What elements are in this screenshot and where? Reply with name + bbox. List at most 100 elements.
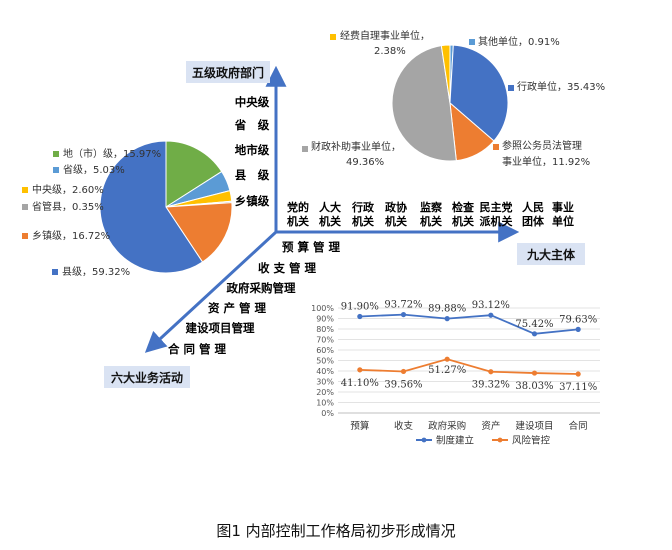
- data-label: 39.32%: [472, 380, 510, 391]
- y-tick-label: 20%: [316, 388, 334, 397]
- y-tick-label: 40%: [316, 367, 334, 376]
- pie2-legend-swatch: [469, 39, 475, 45]
- data-label: 37.11%: [559, 382, 597, 393]
- series-point: [575, 326, 581, 332]
- pie1-data-label: 地（市）级，15.97%: [63, 147, 161, 160]
- x-tick-label: 预算: [350, 420, 369, 432]
- x-tick-label: 收支: [394, 420, 414, 432]
- subject-label-line1: 党的: [287, 200, 309, 214]
- subject-label-line2: 机关: [385, 214, 407, 228]
- x-tick-label: 合同: [569, 420, 588, 432]
- pie1-data-label: 省级，5.03%: [63, 163, 125, 176]
- activity-label: 建设项目管理: [186, 321, 255, 335]
- series-point: [488, 369, 494, 375]
- pie2-data-label-line1: 经费自理事业单位，: [340, 29, 430, 42]
- subject-label-line2: 机关: [420, 214, 442, 228]
- diag-axis-label-box: 六大业务活动: [104, 366, 190, 388]
- level-label: 中央级: [235, 95, 270, 109]
- pie2-data-label-line1: 参照公务员法管理: [502, 139, 582, 152]
- pie2-data-label: 其他单位，0.91%: [478, 35, 560, 48]
- pie1-data-label: 县级，59.32%: [62, 266, 130, 278]
- subject-label-line1: 事业: [552, 200, 574, 214]
- pie2-data-label-line2: 事业单位，11.92%: [502, 155, 590, 168]
- pie2-legend-swatch: [302, 146, 308, 152]
- series-point: [357, 313, 363, 320]
- data-label: 93.72%: [384, 300, 422, 311]
- pie2-slice: [391, 45, 457, 162]
- pie1-legend-swatch: [52, 269, 58, 275]
- x-axis-label: 九大主体: [526, 247, 576, 262]
- activity-label: 预 算 管 理: [282, 240, 341, 254]
- pie1-legend-swatch: [53, 167, 59, 173]
- y-tick-label: 70%: [316, 336, 334, 345]
- data-label: 79.63%: [559, 314, 597, 325]
- series-point: [531, 331, 538, 337]
- subject-label-line2: 机关: [452, 214, 474, 228]
- subject-label-line2: 派机关: [480, 214, 513, 228]
- y-tick-label: 100%: [311, 304, 334, 313]
- pie1-data-label: 乡镇级，16.72%: [32, 229, 110, 242]
- legend-label: 风险管控: [512, 435, 551, 447]
- series-point: [400, 368, 407, 375]
- activity-label: 收 支 管 理: [258, 261, 317, 275]
- subject-label-line2: 机关: [319, 214, 341, 228]
- axes-frame: [144, 65, 520, 353]
- subject-label-line1: 政协: [385, 200, 407, 214]
- activity-label: 合 同 管 理: [168, 342, 227, 356]
- legend-label: 制度建立: [436, 435, 474, 447]
- subject-label-line1: 人民: [522, 200, 544, 214]
- data-label: 75.42%: [515, 319, 553, 330]
- pie2-data-label-line1: 财政补助事业单位，: [311, 140, 401, 153]
- legend-marker: [421, 437, 427, 443]
- pie1-slice: [99, 140, 204, 274]
- series-point: [531, 370, 538, 376]
- subject-label-line2: 机关: [352, 214, 374, 228]
- series-point: [444, 356, 450, 362]
- legend-marker: [497, 437, 503, 443]
- data-label: 41.10%: [341, 378, 379, 389]
- x-tick-label: 资产: [481, 420, 500, 432]
- pie1-data-label: 中央级，2.60%: [32, 183, 104, 196]
- subject-label-line1: 行政: [351, 200, 375, 214]
- pie1-legend-swatch: [22, 204, 28, 210]
- data-label: 89.88%: [428, 304, 466, 315]
- y-axis-label: 五级政府部门: [192, 65, 264, 80]
- pie2-legend-swatch: [508, 85, 514, 91]
- level-label: 县 级: [235, 168, 270, 182]
- y-tick-label: 0%: [321, 409, 334, 418]
- pie2-data-label-line2: 49.36%: [346, 157, 384, 168]
- series-point: [357, 367, 363, 373]
- subject-label-line1: 人大: [319, 200, 341, 214]
- subject-label-line1: 检查: [452, 200, 474, 214]
- pie2-data-label-line2: 2.38%: [374, 46, 406, 57]
- pie2-legend-swatch: [493, 144, 499, 150]
- y-tick-label: 60%: [316, 346, 334, 355]
- activity-label: 资 产 管 理: [208, 301, 267, 315]
- pie2-legend-swatch: [330, 34, 336, 40]
- x-axis-label-box: 九大主体: [517, 243, 585, 265]
- level-label: 省 级: [234, 118, 270, 132]
- y-tick-label: 90%: [316, 315, 334, 324]
- pie-chart-unit-types: 其他单位，0.91% 行政单位，35.43% 参照公务员法管理事业单位，11.92%…: [302, 29, 605, 168]
- pie-chart-government-levels: 地（市）级，15.97% 省级，5.03% 中央级，2.60% 省管县，0.35% 乡镇…: [22, 140, 233, 278]
- level-label: 地市级: [235, 143, 270, 157]
- y-tick-label: 80%: [316, 325, 334, 334]
- diag-axis-arrow: [144, 230, 278, 353]
- y-tick-label: 10%: [316, 399, 334, 408]
- pie1-legend-swatch: [22, 233, 28, 239]
- series-line: [359, 313, 579, 335]
- pie2-slice: [449, 44, 509, 142]
- series-point: [575, 371, 581, 377]
- series-line: [359, 358, 579, 375]
- series-point: [444, 316, 450, 322]
- subject-label-line2: 团体: [522, 214, 545, 228]
- pie2-data-label: 行政单位，35.43%: [517, 80, 605, 93]
- x-tick-label: 建设项目: [515, 420, 553, 432]
- activity-label: 政府采购管理: [227, 281, 296, 295]
- data-label: 91.90%: [341, 302, 379, 313]
- y-tick-label: 50%: [316, 357, 334, 366]
